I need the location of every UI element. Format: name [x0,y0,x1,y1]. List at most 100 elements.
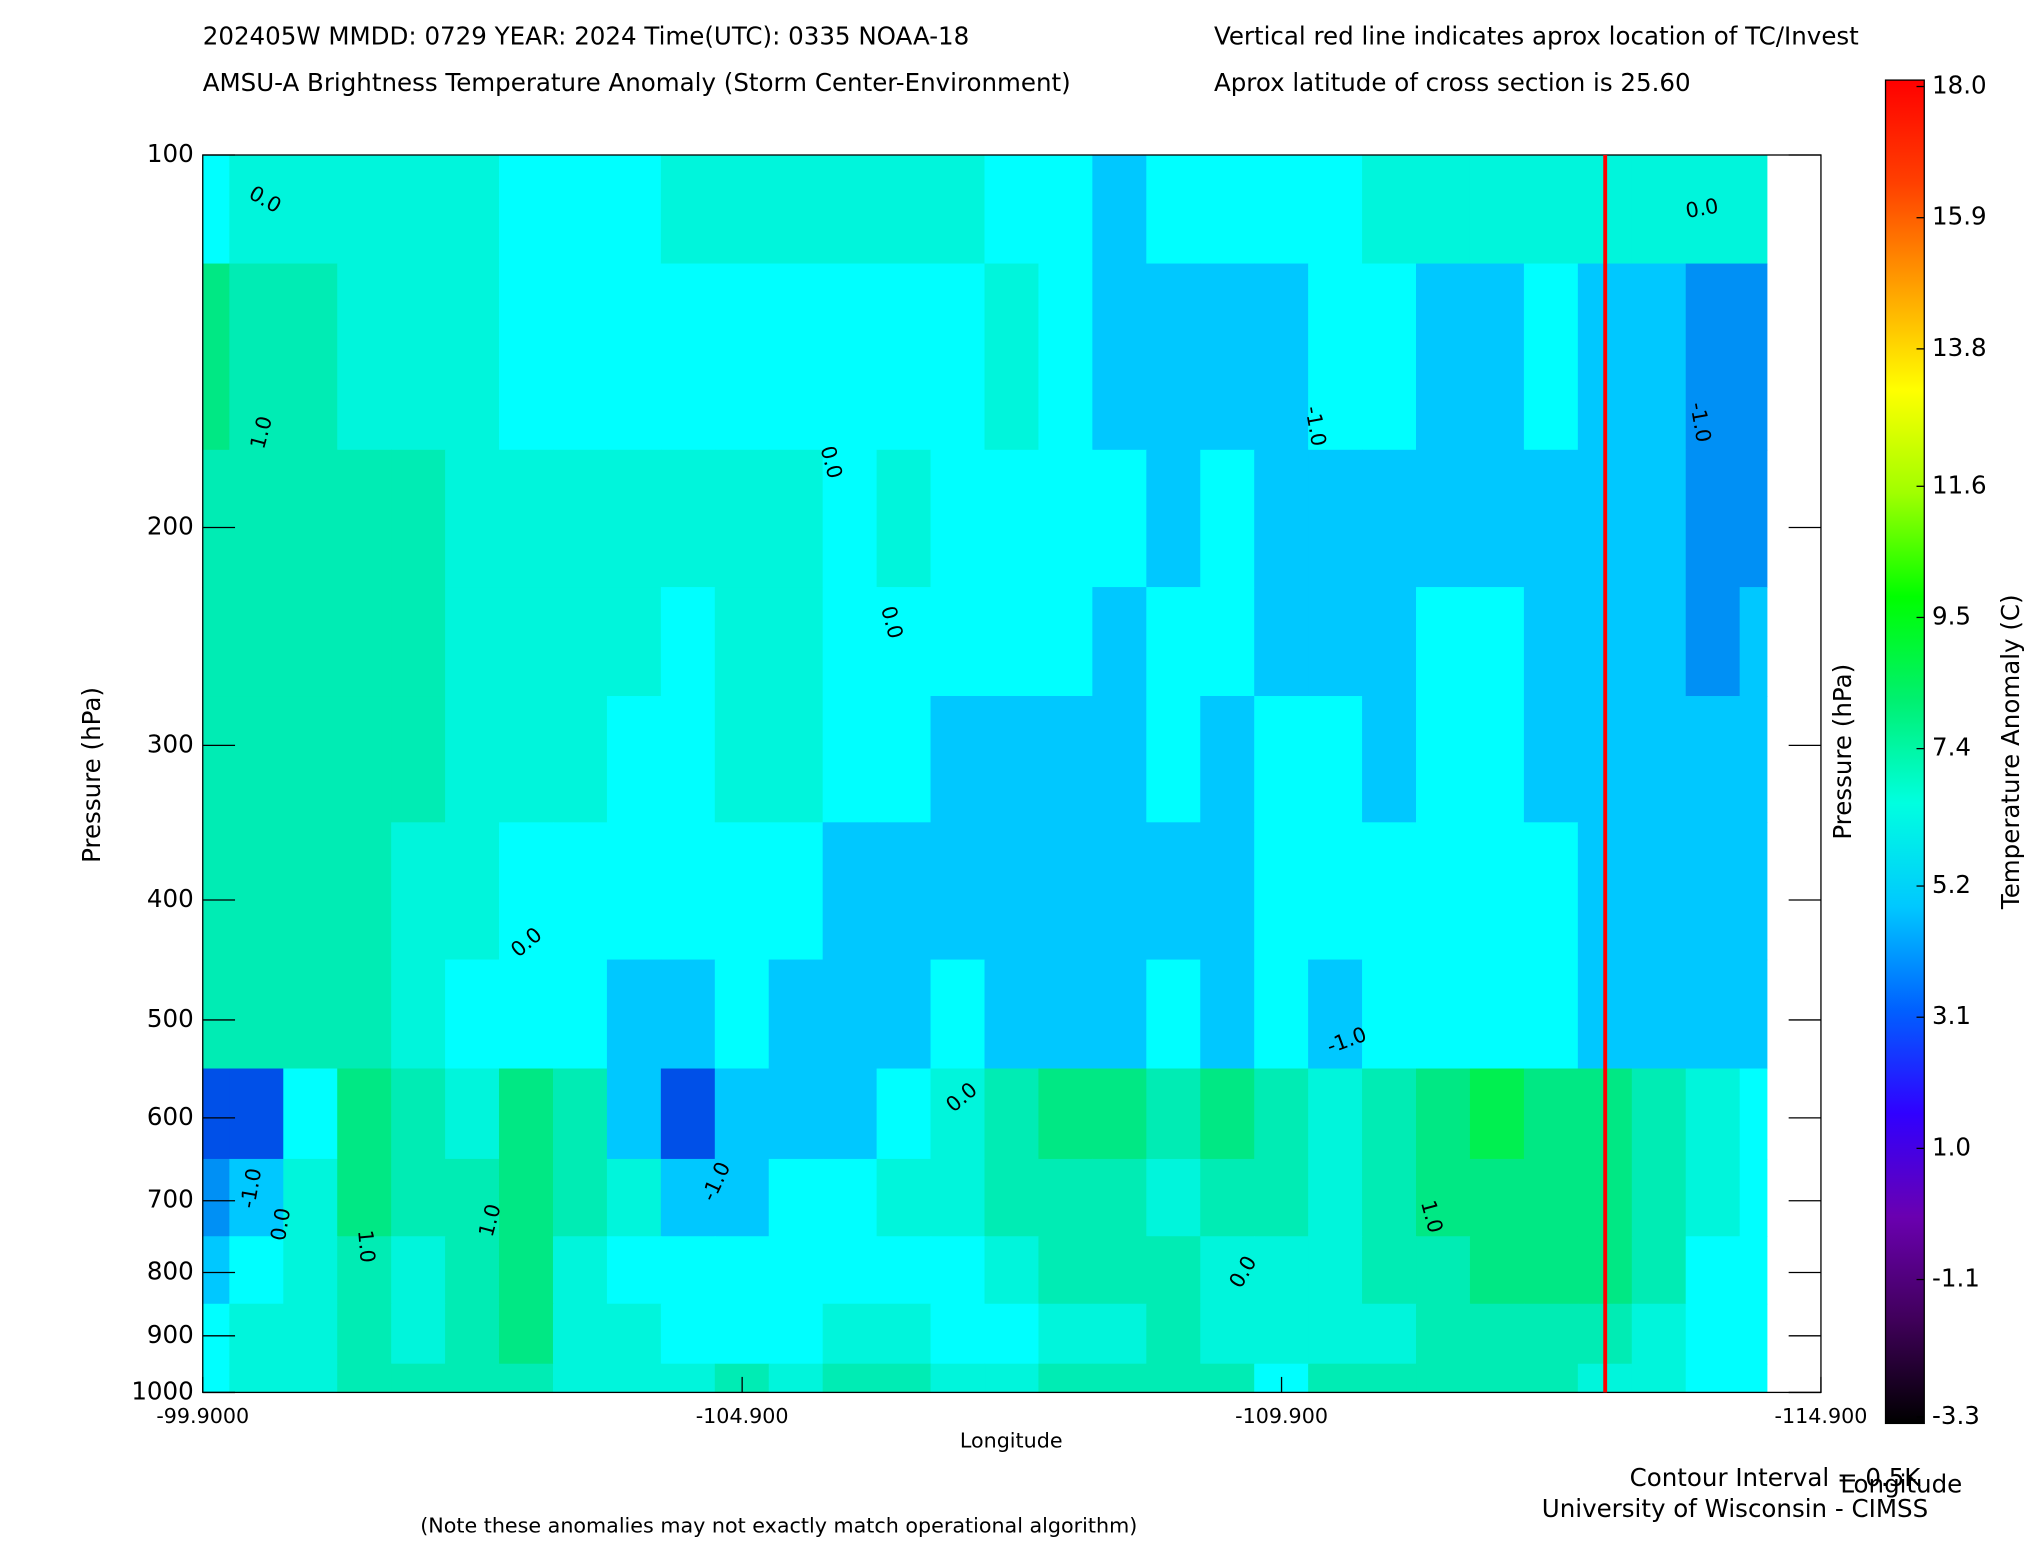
contour-cell [337,1236,392,1305]
contour-cell [1523,696,1579,824]
colorbar-tick-label: 15.9 [1932,202,1987,231]
contour-cell [768,696,824,824]
contour-cell [445,449,500,588]
contour-cell [445,1303,500,1365]
contour-cell [391,1303,446,1365]
contour-cell [499,263,554,451]
contour-cell [1200,959,1255,1070]
contour-cell [1469,1363,1525,1393]
contour-cell [714,1236,770,1305]
contour-cell [1469,154,1525,265]
contour-cell [202,1158,231,1238]
contour-cell [1308,1363,1363,1393]
contour-cell [606,1303,662,1365]
contour-cell [1631,154,1687,265]
contour-cell [984,154,1040,265]
contour-cell [1685,154,1741,265]
contour-cell [552,587,608,697]
contour-cell [714,587,770,697]
y-tick-label: 800 [147,1256,194,1285]
footer-text: Longitude [1840,1469,1962,1498]
contour-cell [984,1303,1040,1365]
contour-cell [1308,1236,1363,1305]
contour-cell [984,1236,1040,1305]
contour-cell [1362,696,1417,824]
contour-cell [1362,959,1417,1070]
contour-cell [714,696,770,824]
contour-cell [768,1158,824,1238]
contour-cell [1739,1068,1768,1160]
contour-cell [1092,587,1148,697]
contour-cell [229,1303,285,1365]
footer-text: Contour Interval = 0.5K [1630,1463,1922,1492]
contour-cell [552,959,608,1070]
contour-cell [552,1236,608,1305]
contour-cell [930,1236,986,1305]
contour-cell [1092,1068,1148,1160]
contour-cell [930,1068,986,1160]
contour-cell [660,587,716,697]
note: (Note these anomalies may not exactly ma… [420,1514,1137,1538]
contour-cell [499,1303,554,1365]
contour-cell [1523,959,1579,1070]
contour-cell [283,1363,338,1393]
contour-cell [1146,1236,1202,1305]
contour-cell [391,1158,446,1238]
contour-cell [337,154,392,265]
contour-cell [606,696,662,824]
contour-cell [930,587,986,697]
contour-cell [660,1363,716,1393]
contour-cell [930,696,986,824]
y-axis-label: Pressure (hPa) [77,687,106,863]
contour-cell [552,822,608,961]
contour-cell [1362,1303,1417,1365]
contour-cell [1739,587,1768,697]
contour-cell [768,1068,824,1160]
contour-cell [499,822,554,961]
contour-cell [1092,1303,1148,1365]
contour-cell [1631,587,1687,697]
contour-cell [1092,822,1148,961]
contour-cell [660,696,716,824]
contour-cell [876,1068,932,1160]
contour-cell [768,822,824,961]
contour-cell [337,449,392,588]
contour-cell [660,449,716,588]
contour-cell [1685,696,1741,824]
contour-cell [1416,263,1471,451]
contour-cell [202,154,231,265]
contour-cell [1254,263,1309,451]
contour-cell [445,263,500,451]
contour-cell [1469,1303,1525,1365]
contour-cell [1200,822,1255,961]
contour-cell [1038,263,1094,451]
contour-cell [660,1158,716,1238]
contour-cell [499,1068,554,1160]
contour-cell [714,263,770,451]
contour-cell [1200,263,1255,451]
contour-cell [202,1236,231,1305]
contour-cell [1038,587,1094,697]
contour-label: 0.0 [1684,194,1721,223]
x-tick-label: -109.900 [1235,1404,1328,1428]
colorbar-label: Temperature Anomaly (C) [1996,594,2025,910]
contour-cell [337,1158,392,1238]
contour-cell [930,263,986,451]
contour-cell [552,263,608,451]
colorbar-tick-label: 9.5 [1932,601,1971,630]
contour-cell [445,696,500,824]
contour-cell [1469,696,1525,824]
contour-cell [822,1236,878,1305]
contour-cell [202,1363,231,1393]
contour-cell [1631,1236,1687,1305]
contour-cell [876,449,932,588]
contour-cell [391,1363,446,1393]
contour-cell [984,959,1040,1070]
contour-cell [714,1158,770,1238]
contour-cell [445,1363,500,1393]
contour-cell [876,154,932,265]
contour-cell [930,1158,986,1238]
contour-cell [1523,1236,1579,1305]
contour-cell [552,1363,608,1393]
contour-cell [876,822,932,961]
